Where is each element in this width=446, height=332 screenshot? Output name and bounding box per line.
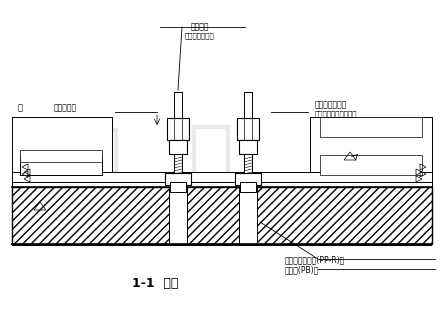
Bar [170, 182, 186, 192]
Bar [12, 244, 432, 246]
Bar [165, 173, 191, 185]
Bar [174, 154, 182, 177]
Bar [12, 187, 432, 244]
Bar [320, 117, 422, 137]
Text: 内螺纹嵌入: 内螺纹嵌入 [54, 103, 77, 112]
Bar [169, 140, 187, 154]
Bar [20, 155, 102, 175]
Text: 龙: 龙 [140, 178, 169, 226]
Bar [167, 118, 189, 140]
Bar [310, 117, 432, 187]
Text: 无缝共聚聚丙烯(PP-R)管: 无缝共聚聚丙烯(PP-R)管 [285, 255, 345, 264]
Text: （连口对管按施工图）: （连口对管按施工图） [315, 110, 358, 117]
Text: 筑: 筑 [41, 178, 70, 226]
Bar [235, 173, 261, 185]
Text: 1-1  剖面: 1-1 剖面 [132, 277, 178, 290]
Bar [169, 187, 187, 244]
Text: 墙: 墙 [18, 103, 23, 112]
Text: （处理前螺纹）: （处理前螺纹） [185, 32, 215, 39]
Text: 龙: 龙 [187, 120, 233, 194]
Text: 管件帽盖: 管件帽盖 [191, 22, 209, 31]
Bar [320, 155, 422, 175]
Text: 管件内螺纹三通: 管件内螺纹三通 [315, 100, 347, 109]
Bar [240, 182, 256, 192]
Bar [244, 154, 252, 177]
Text: 网: 网 [327, 120, 373, 194]
Text: M: M [369, 178, 411, 226]
Bar [12, 172, 432, 182]
Bar [239, 140, 257, 154]
Bar [239, 187, 257, 244]
Bar [12, 117, 112, 187]
Bar [12, 182, 432, 187]
Bar [237, 118, 259, 140]
Text: 筑: 筑 [79, 124, 121, 191]
Bar [20, 150, 102, 162]
Text: 龙: 龙 [240, 178, 269, 226]
Text: 聚丁烯(PB)管: 聚丁烯(PB)管 [285, 265, 319, 274]
